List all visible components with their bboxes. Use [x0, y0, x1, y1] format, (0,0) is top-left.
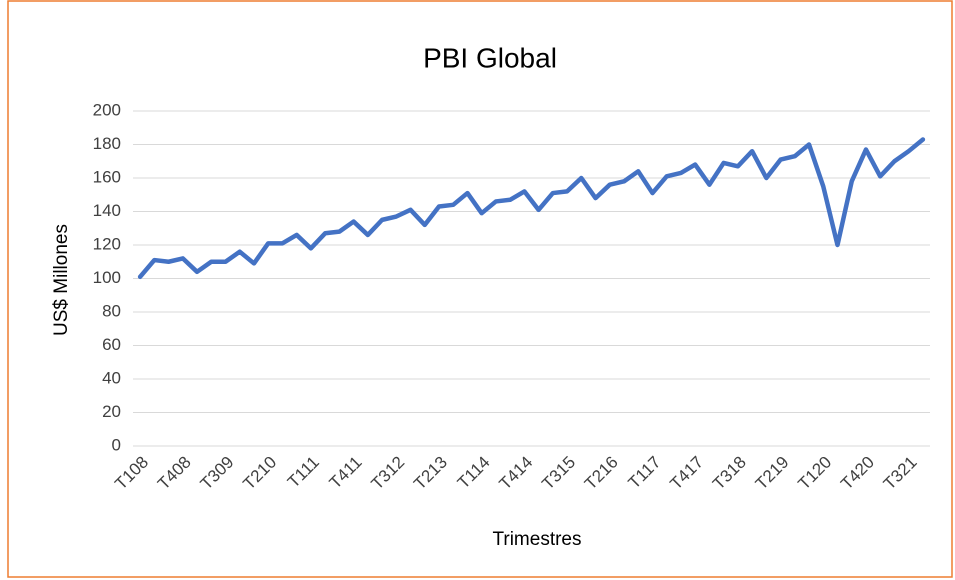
x-axis-title: Trimestres — [492, 529, 581, 550]
y-tick-label: 120 — [93, 234, 121, 253]
data-line — [137, 137, 926, 280]
y-tick-label: 200 — [93, 100, 121, 119]
y-tick-label: 100 — [93, 268, 121, 287]
chart-frame — [7, 0, 953, 578]
y-tick-label: 60 — [102, 335, 121, 354]
y-tick-label: 20 — [102, 402, 121, 421]
y-tick-label: 0 — [112, 435, 121, 454]
y-axis-title: US$ Millones — [51, 224, 72, 336]
y-tick-label: 140 — [93, 201, 121, 220]
y-tick-label: 40 — [102, 368, 121, 387]
chart-title: PBI Global — [423, 42, 557, 73]
y-tick-label: 80 — [102, 301, 121, 320]
y-tick-label: 160 — [93, 167, 121, 186]
y-tick-label: 180 — [93, 134, 121, 153]
